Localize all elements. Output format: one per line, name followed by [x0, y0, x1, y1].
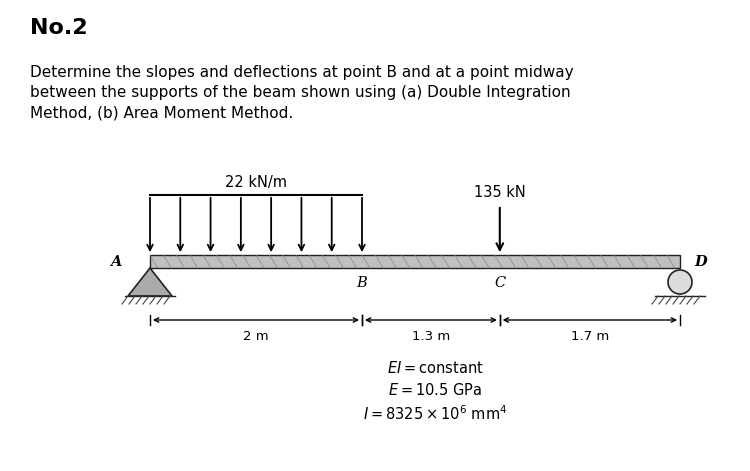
Text: Method, (b) Area Moment Method.: Method, (b) Area Moment Method. [30, 105, 293, 120]
Text: $EI =\mathrm{constant}$: $EI =\mathrm{constant}$ [387, 360, 483, 376]
Text: $E = 10.5\ \mathrm{GPa}$: $E = 10.5\ \mathrm{GPa}$ [388, 382, 482, 398]
Text: 2 m: 2 m [243, 330, 268, 343]
Text: 135 kN: 135 kN [474, 185, 526, 200]
Text: $I = 8325\times10^{6}\ \mathrm{mm}^{4}$: $I = 8325\times10^{6}\ \mathrm{mm}^{4}$ [363, 404, 507, 422]
Text: D: D [694, 254, 706, 268]
Polygon shape [128, 268, 172, 296]
Text: C: C [494, 276, 506, 290]
Text: 22 kN/m: 22 kN/m [225, 175, 287, 190]
Text: Determine the slopes and deflections at point B and at a point midway: Determine the slopes and deflections at … [30, 65, 574, 80]
Text: 1.3 m: 1.3 m [412, 330, 450, 343]
Text: A: A [111, 254, 122, 268]
Bar [150, 255, 680, 268]
Circle shape [668, 270, 692, 294]
Text: B: B [357, 276, 368, 290]
Text: between the supports of the beam shown using (a) Double Integration: between the supports of the beam shown u… [30, 85, 571, 100]
Text: No.2: No.2 [30, 18, 88, 38]
Text: 1.7 m: 1.7 m [571, 330, 609, 343]
